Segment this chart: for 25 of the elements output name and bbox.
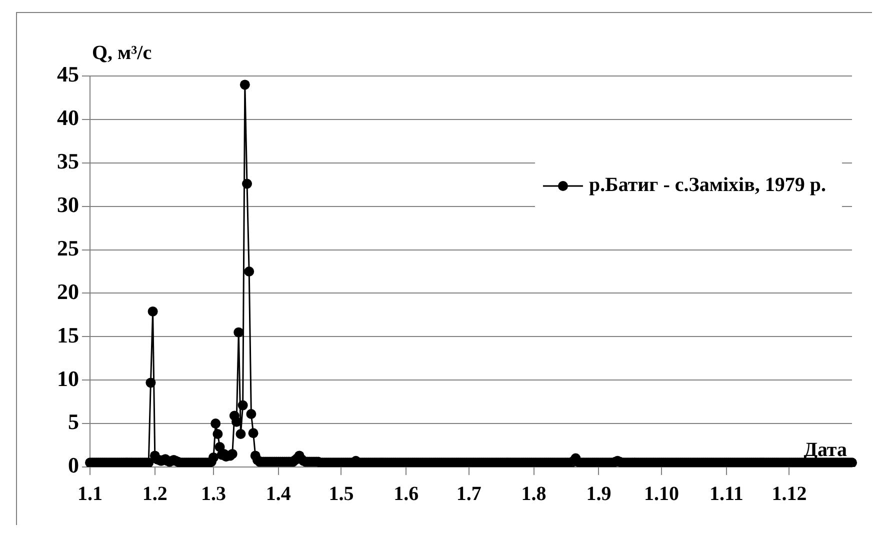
- y-axis-title: Q, м³/с: [92, 42, 152, 64]
- x-tick-label: 1.2: [142, 483, 168, 506]
- legend-label: р.Батиг - с.Заміхів, 1979 р.: [588, 174, 826, 196]
- y-tick-label: 10: [57, 366, 79, 391]
- x-tick-label: 1.5: [328, 483, 354, 506]
- y-tick-label: 15: [57, 322, 79, 348]
- x-tick-label: 1.8: [521, 483, 546, 506]
- x-tick-label: 1.10: [644, 483, 679, 506]
- x-axis-title: Дата: [804, 439, 847, 462]
- y-tick-label: 45: [57, 62, 79, 87]
- y-tick-label: 30: [57, 192, 79, 218]
- y-tick-label: 40: [57, 105, 79, 130]
- y-tick-label: 0: [68, 452, 79, 478]
- x-tick-label: 1.12: [772, 483, 807, 506]
- x-tick-label: 1.7: [456, 483, 482, 506]
- x-tick-label: 1.3: [201, 483, 226, 506]
- y-tick-label: 35: [57, 148, 79, 174]
- x-tick-label: 1.4: [266, 483, 291, 506]
- x-tick-label: 1.1: [78, 483, 102, 506]
- x-tick-label: 1.11: [709, 483, 744, 506]
- y-tick-label: 5: [68, 409, 79, 434]
- y-tick-label: 25: [57, 235, 79, 260]
- x-tick-label: 1.9: [586, 483, 612, 506]
- y-tick-label: 20: [57, 278, 79, 304]
- x-tick-label: 1.6: [394, 483, 419, 506]
